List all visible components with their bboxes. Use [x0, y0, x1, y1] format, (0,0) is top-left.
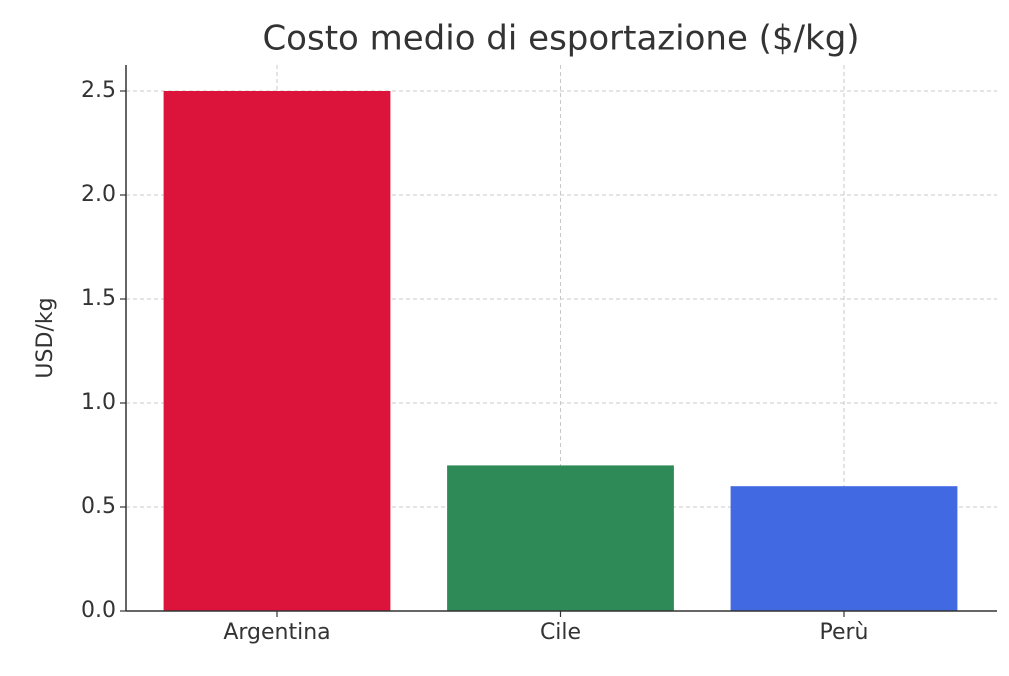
- bar: [730, 486, 958, 611]
- y-tick-label: 0.5: [81, 494, 116, 519]
- y-tick-label: 2.5: [81, 78, 116, 103]
- x-tick-label: Argentina: [223, 620, 330, 645]
- y-axis-label: USD/kg: [33, 297, 58, 378]
- y-tick-label: 1.0: [81, 390, 116, 415]
- y-tick-label: 1.5: [81, 286, 116, 311]
- bar: [163, 91, 391, 611]
- y-tick-label: 2.0: [81, 182, 116, 207]
- x-tick-label: Cile: [540, 620, 581, 645]
- x-tick-label: Perù: [819, 620, 868, 645]
- bar: [447, 465, 674, 611]
- y-tick-label: 0.0: [81, 598, 116, 623]
- chart-title: Costo medio di esportazione ($/kg): [262, 19, 859, 59]
